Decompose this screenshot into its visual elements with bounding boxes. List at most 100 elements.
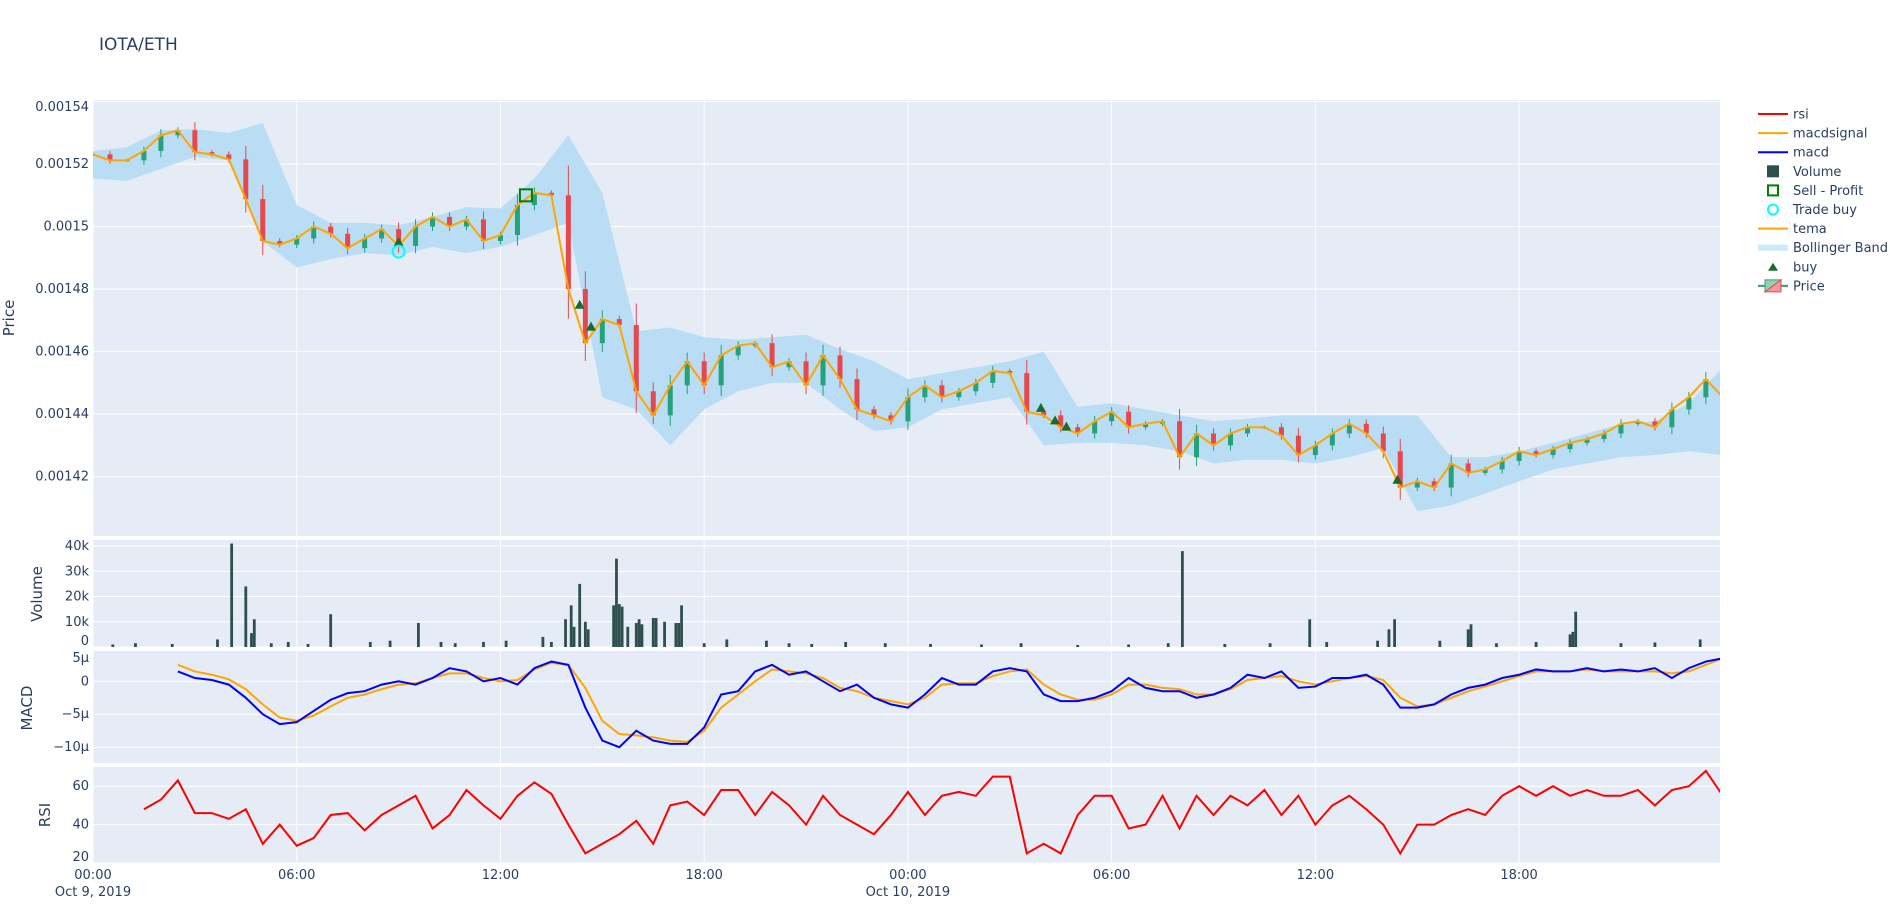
volume-bar: [1495, 643, 1498, 647]
candle-body: [1041, 411, 1047, 416]
candle-body: [565, 195, 571, 290]
legend-item-price[interactable]: Price: [1758, 278, 1825, 294]
legend-label: Bollinger Band: [1793, 241, 1888, 256]
volume-bar: [230, 543, 234, 647]
candle-body: [413, 226, 419, 246]
rsi-axis-title: RSI: [36, 803, 54, 827]
volume-bar: [626, 626, 630, 647]
legend[interactable]: rsi macdsignal macd Volume Sell - Profit Trad…: [1758, 108, 1888, 295]
volume-bar: [1698, 639, 1702, 647]
volume-y-tick-label: 30k: [65, 564, 90, 579]
legend-label: Trade buy: [1792, 203, 1857, 218]
candle-body: [1295, 435, 1301, 456]
volume-bar: [1653, 642, 1657, 647]
volume-bar: [1393, 619, 1396, 647]
candle-body: [548, 192, 554, 196]
candle-body: [650, 391, 656, 416]
candle-body: [1448, 463, 1454, 488]
candle-body: [1431, 481, 1437, 488]
candle-body: [1177, 421, 1183, 458]
volume-bar: [787, 643, 791, 647]
volume-bar: [929, 643, 932, 647]
price-y-tick-label: 0.00148: [35, 282, 89, 297]
volume-bar: [1127, 644, 1131, 647]
legend-item-macdsignal[interactable]: macdsignal: [1758, 127, 1867, 142]
volume-bar: [586, 629, 590, 647]
candle-body: [599, 319, 605, 344]
trade-buy-marker: [391, 244, 406, 259]
candle-body: [141, 150, 147, 161]
legend-label: macdsignal: [1793, 127, 1867, 142]
candle-body: [1686, 397, 1692, 410]
candle-body: [514, 205, 520, 236]
volume-bar: [725, 639, 729, 647]
tema-line: [93, 129, 1720, 489]
legend-item-trade-buy[interactable]: Trade buy: [1767, 203, 1857, 218]
x-tick-label: 00:00: [74, 868, 111, 883]
candle-body: [260, 199, 266, 241]
legend-item-bollinger-band[interactable]: Bollinger Band: [1758, 241, 1888, 256]
volume-bar: [1325, 641, 1329, 647]
x-tick-label: 06:00: [278, 868, 315, 883]
candle-body: [277, 240, 283, 245]
x-tick-label: 18:00: [1500, 868, 1537, 883]
candle-body: [973, 382, 979, 392]
volume-series: [111, 543, 1702, 647]
bollinger-band: [93, 123, 1720, 512]
candle-body: [1194, 433, 1200, 458]
volume-bar: [134, 643, 137, 647]
legend-item-rsi[interactable]: rsi: [1758, 108, 1809, 123]
volume-bar: [572, 626, 576, 647]
candle-body: [209, 152, 215, 155]
buy-marker: [1035, 402, 1046, 412]
volume-bar: [617, 604, 621, 647]
volume-bar: [620, 606, 624, 647]
candle-body: [888, 415, 894, 422]
volume-bar: [1180, 551, 1184, 647]
volume-bar: [541, 636, 545, 647]
macd-axis-title: MACD: [18, 686, 36, 731]
price-y-tick-label: 0.00152: [35, 157, 89, 172]
legend-item-tema[interactable]: tema: [1758, 222, 1827, 237]
volume-bar: [569, 605, 573, 647]
candle-body: [786, 361, 792, 368]
candle-body: [1007, 370, 1013, 374]
candle-body: [1211, 433, 1217, 446]
legend-item-macd[interactable]: macd: [1758, 146, 1829, 161]
candle-body: [905, 397, 911, 422]
plot-area[interactable]: 0.00154 0.00152 0.0015 0.00148 0.00146 0.0014…: [0, 100, 1725, 900]
legend-item-sell-profit[interactable]: Sell - Profit: [1767, 184, 1863, 199]
candle-body: [1533, 451, 1539, 456]
legend-square-open-icon: [1767, 184, 1779, 197]
candle-body: [616, 319, 622, 326]
volume-bar: [1376, 640, 1380, 647]
buy-marker: [586, 321, 597, 331]
candle-body: [1312, 445, 1318, 456]
legend-label: Sell - Profit: [1793, 184, 1863, 199]
candle-body: [1244, 427, 1250, 434]
buy-marker: [1050, 415, 1061, 425]
volume-bar: [1568, 634, 1572, 647]
candle-body: [430, 216, 436, 227]
candle-body: [1550, 449, 1556, 456]
volume-bar: [1076, 644, 1080, 647]
legend-band-icon: [1758, 244, 1788, 251]
legend-circle-icon: [1767, 203, 1779, 216]
volume-y-tick-label: 0: [81, 634, 89, 649]
x-tick-date-label: Oct 9, 2019: [55, 885, 131, 900]
volume-bar: [453, 643, 457, 647]
rsi-y-tick-label: 40: [72, 818, 89, 833]
candle-body: [1278, 427, 1284, 436]
volume-bar: [1166, 643, 1170, 647]
volume-bar: [549, 641, 553, 647]
price-y-tick-label: 0.00144: [35, 407, 89, 422]
candle-body: [1075, 427, 1081, 434]
price-y-tick-label: 0.00146: [35, 345, 89, 360]
panel-macd: 5μ 0 −5μ −10μ MACD: [18, 647, 1720, 763]
legend-item-buy[interactable]: buy: [1768, 260, 1817, 275]
legend-item-volume[interactable]: Volume: [1767, 165, 1841, 180]
candle-body: [1380, 433, 1386, 452]
x-tick-label: 00:00: [889, 868, 926, 883]
panel-volume: 0 10k 20k 30k 40k Volume: [28, 539, 1720, 649]
volume-bar: [216, 639, 219, 647]
